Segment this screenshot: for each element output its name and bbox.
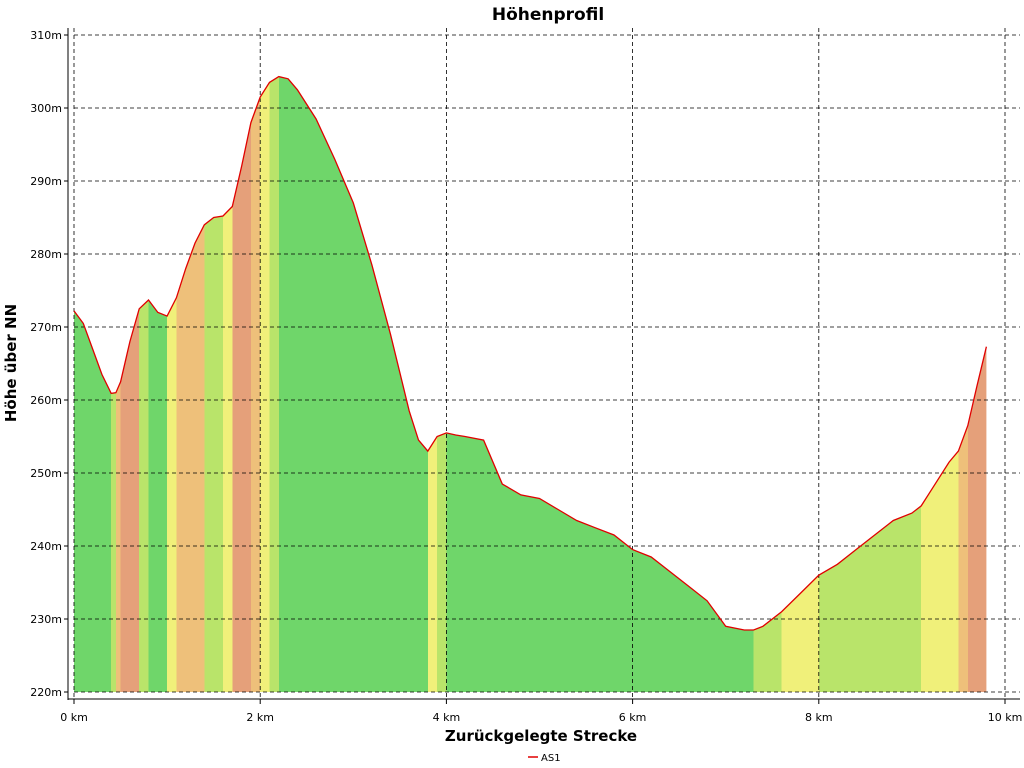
y-axis-label: Höhe über NN	[2, 304, 20, 422]
grid-layer	[73, 28, 1020, 700]
y-tick-label: 250m	[30, 467, 62, 480]
axis-layer: 220m 230m 240m 250m 260m 270m 280m 290m 300m 310m…	[30, 28, 1022, 724]
legend: AS1	[528, 753, 561, 764]
line-layer	[73, 75, 988, 631]
y-tick-label: 240m	[30, 540, 62, 553]
series-line-as1	[73, 75, 988, 631]
y-tick-label: 260m	[30, 394, 62, 407]
y-tick-label: 230m	[30, 613, 62, 626]
y-tick-label: 290m	[30, 175, 62, 188]
x-tick-label: 4 km	[433, 711, 461, 724]
legend-label-as1: AS1	[541, 753, 561, 764]
x-axis-label: Zurückgelegte Strecke	[445, 727, 637, 745]
x-tick-label: 2 km	[246, 711, 274, 724]
x-tick-label: 10 km	[988, 711, 1023, 724]
chart-title: Höhenprofil	[492, 5, 604, 25]
y-tick-label: 300m	[30, 102, 62, 115]
y-tick-label: 310m	[30, 29, 62, 42]
x-tick-label: 6 km	[619, 711, 647, 724]
area-layer	[74, 76, 987, 693]
y-tick-label: 280m	[30, 248, 62, 261]
x-tick-label: 8 km	[805, 711, 833, 724]
elevation-area	[74, 76, 987, 693]
y-tick-label: 220m	[30, 686, 62, 699]
x-tick-label: 0 km	[60, 711, 88, 724]
y-tick-label: 270m	[30, 321, 62, 334]
